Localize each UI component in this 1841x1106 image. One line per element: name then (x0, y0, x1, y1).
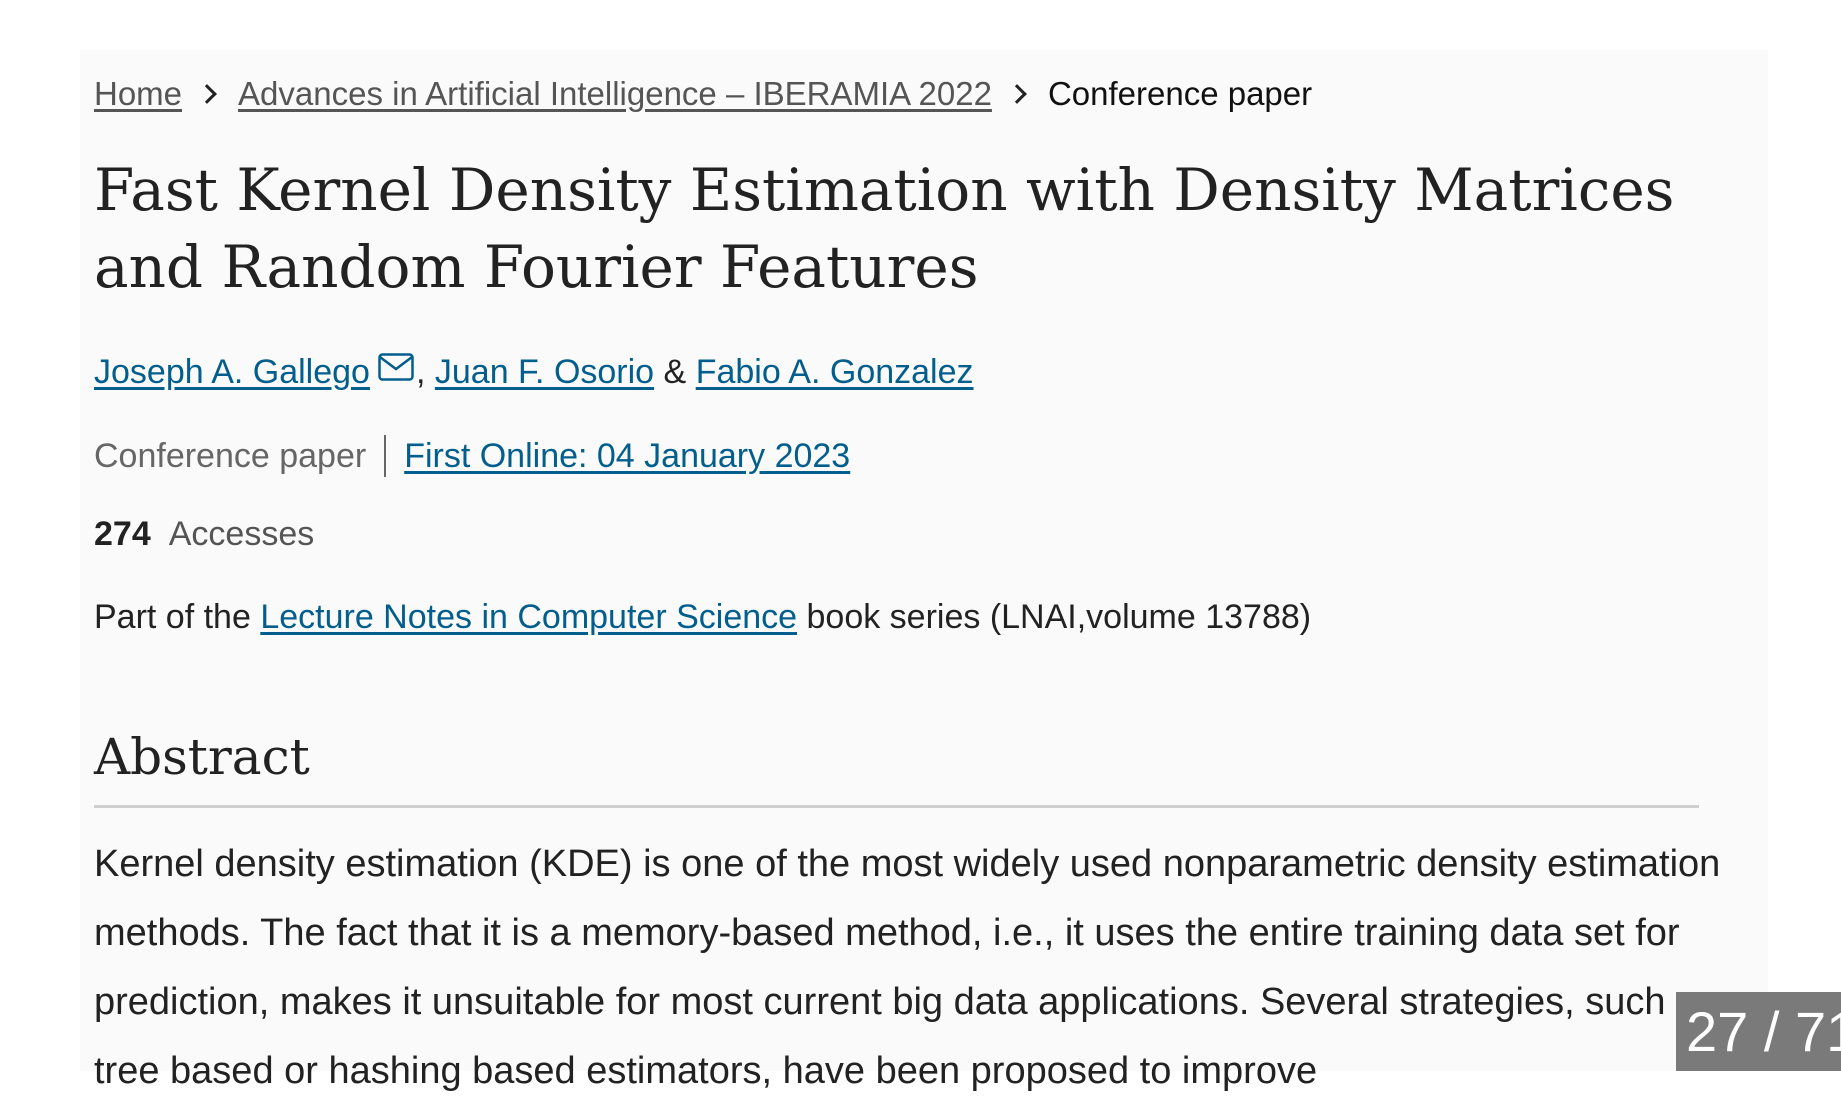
first-online-link[interactable]: First Online: 04 January 2023 (404, 437, 851, 475)
abstract-heading: Abstract (94, 728, 310, 786)
author-link-osorio[interactable]: Juan F. Osorio (434, 353, 655, 391)
breadcrumb-home-link[interactable]: Home (94, 75, 183, 112)
chevron-right-icon (1007, 84, 1027, 104)
author-separator: , (415, 353, 426, 391)
content-panel (80, 50, 1768, 1071)
page-title: Fast Kernel Density Estimation with Dens… (94, 156, 1675, 301)
content-type-label: Conference paper (94, 437, 367, 475)
accesses-metric: 274 Accesses (94, 512, 314, 556)
author-link-gonzalez[interactable]: Fabio A. Gonzalez (695, 353, 974, 391)
breadcrumb-book-link[interactable]: Advances in Artificial Intelligence – IB… (238, 75, 992, 112)
email-icon[interactable] (378, 348, 414, 392)
breadcrumb-current: Conference paper (1047, 75, 1313, 112)
series-suffix: book series (LNAI,volume 13788) (806, 598, 1312, 636)
accesses-label: Accesses (168, 515, 315, 553)
series-prefix: Part of the (94, 598, 251, 636)
slide-counter: 27 / 71 (1676, 992, 1841, 1071)
book-series-info: Part of the Lecture Notes in Computer Sc… (94, 595, 1311, 639)
series-link[interactable]: Lecture Notes in Computer Science (260, 598, 798, 636)
section-divider (94, 805, 1699, 808)
breadcrumb: Home Advances in Artificial Intelligence… (94, 72, 1312, 116)
meta-divider (384, 435, 387, 477)
article-meta: Conference paper First Online: 04 Januar… (94, 434, 850, 478)
chevron-right-icon (197, 84, 217, 104)
author-separator: & (663, 353, 687, 391)
abstract-text: Kernel density estimation (KDE) is one o… (94, 843, 1721, 1092)
accesses-count: 274 (94, 515, 151, 553)
author-list: Joseph A. Gallego, Juan F. Osorio & Fabi… (94, 350, 974, 394)
author-link-gallego[interactable]: Joseph A. Gallego (94, 353, 370, 391)
